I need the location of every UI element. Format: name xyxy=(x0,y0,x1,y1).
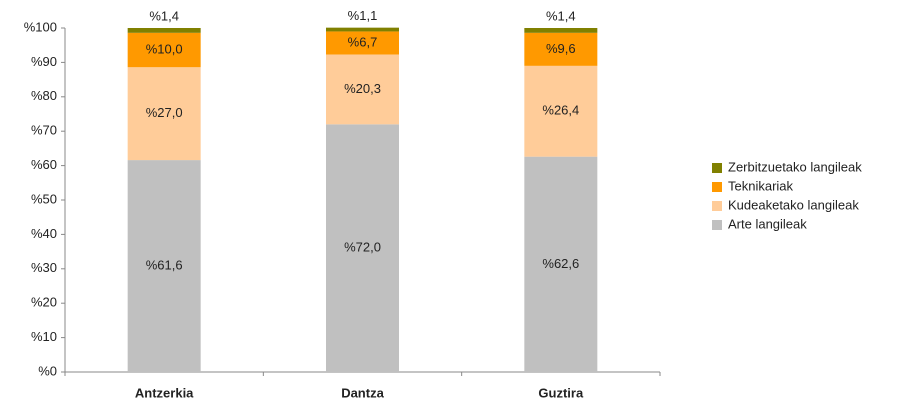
y-tick-label: %50 xyxy=(31,191,57,206)
bar-segment xyxy=(127,160,201,372)
legend-label: Teknikariak xyxy=(728,178,794,193)
bar-segment xyxy=(127,67,201,161)
bar-segment xyxy=(326,54,399,125)
bar-segment xyxy=(524,28,598,33)
bar-segment xyxy=(127,28,201,33)
y-tick-label: %80 xyxy=(31,88,57,103)
data-label: %20,3 xyxy=(344,81,381,96)
data-label: %1,4 xyxy=(546,8,576,23)
y-tick-label: %60 xyxy=(31,157,57,172)
data-label: %62,6 xyxy=(542,256,579,271)
y-tick-label: %70 xyxy=(31,123,57,138)
y-tick-label: %0 xyxy=(38,363,57,378)
bar-segment xyxy=(127,32,201,68)
legend-swatch xyxy=(712,182,722,192)
data-label: %1,1 xyxy=(348,8,378,23)
legend-label: Arte langileak xyxy=(728,216,807,231)
legend-label: Zerbitzuetako langileak xyxy=(728,159,862,174)
bar-segment xyxy=(326,27,399,32)
y-tick-label: %40 xyxy=(31,226,57,241)
legend-swatch xyxy=(712,163,722,173)
x-tick-label: Antzerkia xyxy=(135,385,194,400)
y-tick-label: %100 xyxy=(24,19,57,34)
bar-segment xyxy=(524,156,598,372)
x-tick-label: Dantza xyxy=(341,385,384,400)
y-tick-label: %30 xyxy=(31,260,57,275)
legend-swatch xyxy=(712,201,722,211)
data-label: %26,4 xyxy=(542,103,579,118)
bar-segment xyxy=(524,65,598,157)
y-tick-label: %90 xyxy=(31,54,57,69)
data-label: %61,6 xyxy=(146,257,183,272)
bar-segment xyxy=(524,32,598,66)
x-tick-label: Guztira xyxy=(538,385,584,400)
bar-segment xyxy=(326,31,399,55)
data-label: %6,7 xyxy=(348,34,378,49)
data-label: %1,4 xyxy=(149,8,179,23)
data-label: %27,0 xyxy=(146,105,183,120)
y-tick-label: %20 xyxy=(31,295,57,310)
data-label: %72,0 xyxy=(344,240,381,255)
bar-segment xyxy=(326,124,399,372)
y-tick-label: %10 xyxy=(31,329,57,344)
data-label: %9,6 xyxy=(546,41,576,56)
data-label: %10,0 xyxy=(146,41,183,56)
legend-label: Kudeaketako langileak xyxy=(728,197,859,212)
legend-swatch xyxy=(712,220,722,230)
